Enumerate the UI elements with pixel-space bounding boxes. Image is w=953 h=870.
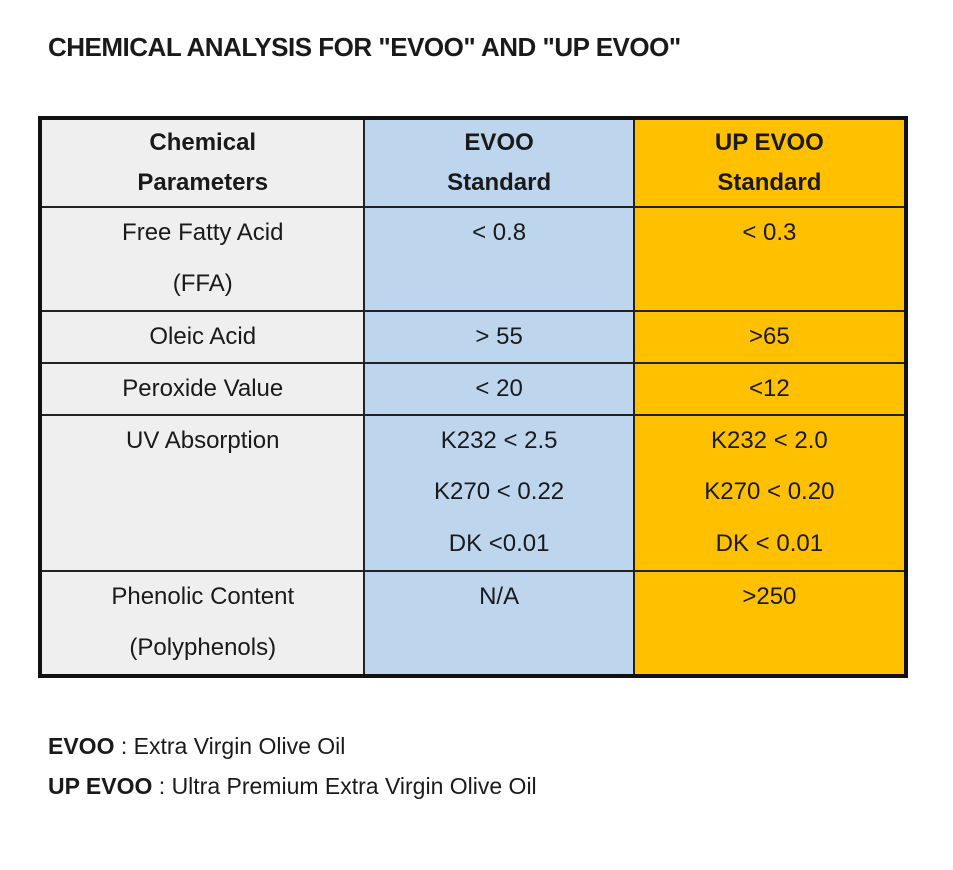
param-text: (Polyphenols) — [129, 634, 277, 661]
evoo-value: K270 < 0.22 — [434, 478, 565, 505]
up-evoo-value-cell: >250 — [633, 570, 906, 676]
legend-item-evoo: EVOO : Extra Virgin Olive Oil — [48, 726, 537, 766]
evoo-value-cell: > 55 — [364, 310, 635, 363]
legend-abbr: UP EVOO — [48, 773, 153, 799]
param-text: Free Fatty Acid — [122, 219, 284, 246]
param-cell: UV Absorption — [40, 414, 366, 571]
chemical-analysis-table: Chemical Parameters EVOO Standard UP EVO… — [38, 116, 908, 678]
evoo-value: < 20 — [475, 375, 523, 402]
param-cell: Oleic Acid — [40, 310, 366, 363]
header-up-line2: Standard — [717, 169, 822, 196]
evoo-value: N/A — [479, 583, 520, 610]
up-evoo-value: >250 — [742, 583, 797, 610]
table-row: UV Absorption K232 < 2.5 K270 < 0.22 DK … — [40, 414, 906, 571]
param-text: UV Absorption — [126, 427, 280, 454]
abbreviation-legend: EVOO : Extra Virgin Olive Oil UP EVOO : … — [48, 726, 537, 806]
up-evoo-value-cell: K232 < 2.0 K270 < 0.20 DK < 0.01 — [633, 414, 906, 571]
header-param-line2: Parameters — [137, 169, 269, 196]
evoo-value: K232 < 2.5 — [440, 427, 558, 454]
up-evoo-value: K232 < 2.0 — [710, 427, 828, 454]
table-row: Phenolic Content (Polyphenols) N/A >250 — [40, 570, 906, 676]
up-evoo-value: DK < 0.01 — [715, 530, 824, 557]
param-text: Peroxide Value — [122, 375, 284, 402]
param-cell: Peroxide Value — [40, 362, 366, 415]
up-evoo-value: >65 — [749, 323, 790, 350]
param-cell: Phenolic Content (Polyphenols) — [40, 570, 366, 676]
param-cell: Free Fatty Acid (FFA) — [40, 206, 366, 311]
up-evoo-value-cell: < 0.3 — [633, 206, 906, 311]
header-param-line1: Chemical — [149, 129, 257, 156]
table-row: Oleic Acid > 55 >65 — [40, 310, 906, 363]
evoo-value-cell: < 20 — [364, 362, 635, 415]
up-evoo-value-cell: <12 — [633, 362, 906, 415]
legend-abbr: EVOO — [48, 733, 115, 759]
param-text: (FFA) — [172, 270, 233, 297]
legend-definition: Extra Virgin Olive Oil — [133, 733, 346, 759]
header-evoo-line1: EVOO — [464, 129, 534, 156]
header-chemical-parameters: Chemical Parameters — [40, 118, 366, 207]
legend-item-up-evoo: UP EVOO : Ultra Premium Extra Virgin Oli… — [48, 766, 537, 806]
evoo-value: < 0.8 — [472, 219, 527, 246]
table-row: Peroxide Value < 20 <12 — [40, 362, 906, 415]
header-evoo-standard: EVOO Standard — [364, 118, 635, 207]
legend-separator: : — [152, 773, 172, 799]
header-up-evoo-standard: UP EVOO Standard — [633, 118, 906, 207]
evoo-value-cell: N/A — [364, 570, 635, 676]
up-evoo-value: K270 < 0.20 — [704, 478, 835, 505]
evoo-value: DK <0.01 — [448, 530, 550, 557]
header-up-line1: UP EVOO — [714, 129, 824, 156]
evoo-value-cell: < 0.8 — [364, 206, 635, 311]
header-evoo-line2: Standard — [447, 169, 552, 196]
legend-separator: : — [114, 733, 134, 759]
up-evoo-value: <12 — [749, 375, 790, 402]
up-evoo-value: < 0.3 — [742, 219, 797, 246]
evoo-value: > 55 — [475, 323, 523, 350]
evoo-value-cell: K232 < 2.5 K270 < 0.22 DK <0.01 — [364, 414, 635, 571]
page-title: CHEMICAL ANALYSIS FOR "EVOO" AND "UP EVO… — [48, 32, 681, 62]
param-text: Oleic Acid — [149, 323, 257, 350]
legend-definition: Ultra Premium Extra Virgin Olive Oil — [171, 773, 537, 799]
table-header-row: Chemical Parameters EVOO Standard UP EVO… — [40, 118, 906, 207]
param-text: Phenolic Content — [111, 583, 295, 610]
table-row: Free Fatty Acid (FFA) < 0.8 < 0.3 — [40, 206, 906, 311]
up-evoo-value-cell: >65 — [633, 310, 906, 363]
